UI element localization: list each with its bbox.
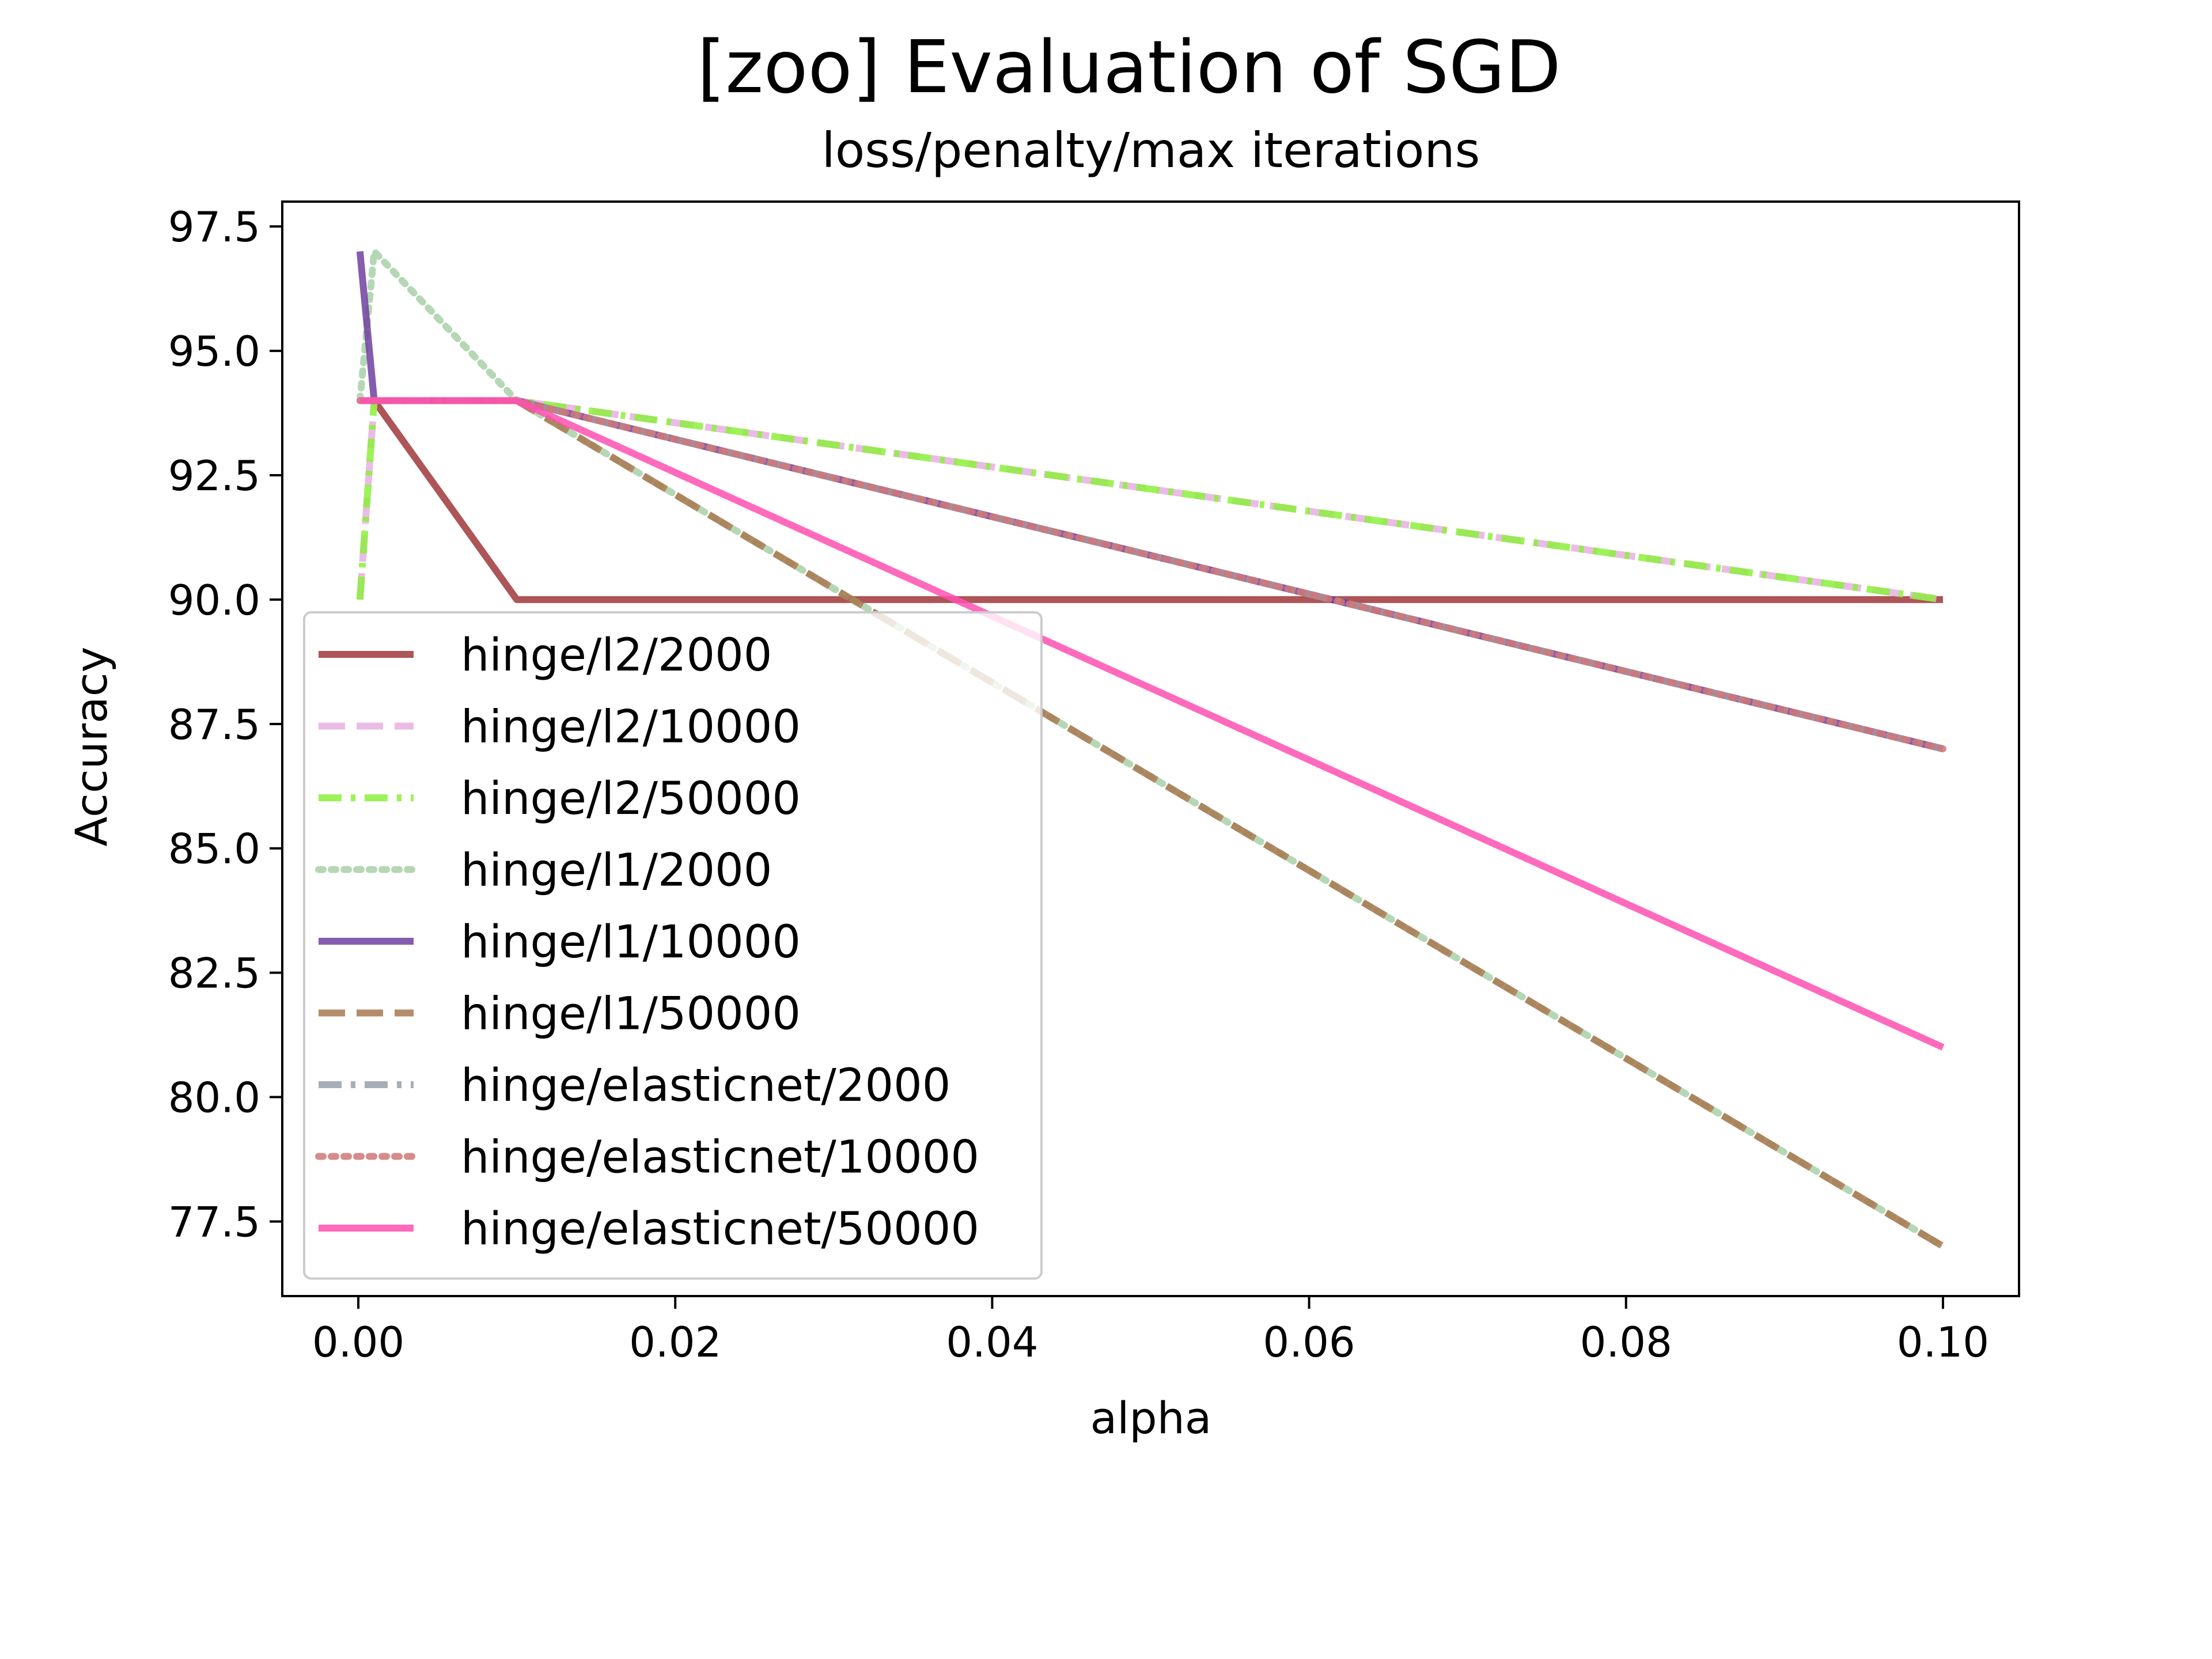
series-line-9	[359, 397, 1945, 1051]
series-line-3	[356, 397, 1944, 603]
y-tick-label: 87.5	[168, 700, 260, 749]
x-tick-label: 0.02	[629, 1318, 721, 1366]
x-tick-label: 0.04	[946, 1318, 1038, 1366]
legend-label-9: hinge/elasticnet/50000	[461, 1203, 979, 1255]
legend-label-3: hinge/l2/50000	[461, 773, 801, 825]
legend: hinge/l2/2000 hinge/l2/10000 hinge/l2/5000…	[303, 611, 1043, 1280]
y-tick-label: 80.0	[168, 1074, 260, 1122]
x-tick-label: 0.08	[1580, 1318, 1672, 1366]
legend-label-8: hinge/elasticnet/10000	[461, 1132, 979, 1184]
axes: 0.00 0.02 0.04 0.06 0.08 0.10 77.5 80.0 82.5 85.0…	[168, 200, 2020, 1366]
plot-frame	[281, 200, 2020, 1297]
chart-title: [zoo] Evaluation of SGD	[697, 25, 1561, 109]
legend-label-7: hinge/elasticnet/2000	[461, 1060, 950, 1112]
legend-label-1: hinge/l2/2000	[461, 630, 772, 681]
x-tick-label: 0.10	[1897, 1318, 1989, 1366]
y-tick-label: 85.0	[168, 825, 260, 873]
legend-label-4: hinge/l1/2000	[461, 845, 772, 897]
legend-label-6: hinge/l1/50000	[461, 988, 801, 1040]
y-axis-label: Accuracy	[66, 647, 117, 847]
y-tick-label: 97.5	[168, 203, 260, 251]
x-axis-label: alpha	[1090, 1392, 1212, 1444]
y-tick-label: 77.5	[168, 1198, 260, 1246]
chart-subtitle: loss/penalty/max iterations	[822, 122, 1480, 179]
x-tick-label: 0.06	[1263, 1318, 1355, 1366]
y-tick-label: 95.0	[168, 327, 260, 376]
y-tick-label: 90.0	[168, 576, 260, 624]
plot-area	[356, 248, 1946, 1250]
x-tick-label: 0.00	[312, 1318, 404, 1366]
legend-label-2: hinge/l2/10000	[461, 702, 801, 753]
y-tick-label: 92.5	[168, 452, 260, 500]
legend-label-5: hinge/l1/10000	[461, 916, 801, 968]
y-tick-label: 82.5	[168, 949, 260, 998]
legend-box	[303, 611, 1043, 1280]
